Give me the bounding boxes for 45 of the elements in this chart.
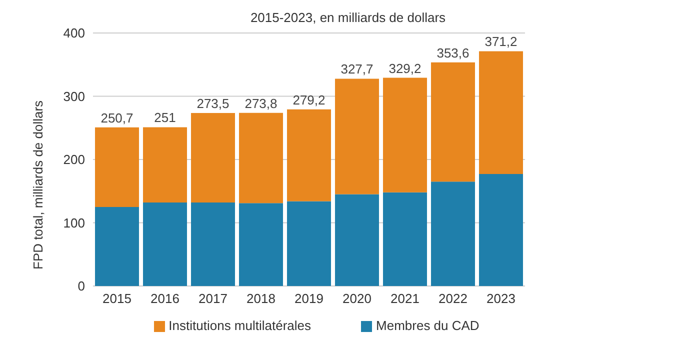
y-axis-title: FPD total, milliards de dollars — [30, 100, 46, 270]
x-tick-label: 2020 — [342, 291, 372, 306]
bar — [143, 127, 187, 203]
bar — [431, 62, 475, 182]
total-label: 251 — [154, 110, 176, 126]
legend-label: Membres du CAD — [376, 318, 480, 333]
total-label: 371,2 — [484, 34, 518, 50]
bar — [287, 201, 331, 286]
bar — [191, 202, 235, 286]
bar — [287, 109, 331, 202]
bar — [479, 51, 523, 174]
total-label: 329,2 — [388, 60, 422, 76]
bar — [191, 113, 235, 203]
bar — [479, 174, 523, 286]
x-tick-label: 2015 — [102, 291, 132, 306]
bar — [335, 194, 379, 286]
bar — [239, 203, 283, 286]
x-tick-label: 2016 — [150, 291, 180, 306]
total-label: 327,7 — [340, 62, 374, 77]
y-tick-label: 0 — [78, 278, 85, 294]
chart-title: 2015-2023, en milliards de dollars — [249, 10, 447, 25]
bar — [383, 78, 427, 192]
x-tick-label: 2022 — [438, 291, 468, 306]
x-tick-label: 2017 — [198, 291, 228, 306]
x-tick-label: 2021 — [390, 291, 420, 306]
legend-label: Institutions multilatérales — [168, 318, 312, 333]
y-tick-label: 100 — [63, 215, 85, 230]
y-tick-label: 200 — [63, 152, 85, 168]
total-label: 273,5 — [196, 96, 230, 112]
bar — [95, 127, 139, 207]
total-label: 250,7 — [100, 110, 134, 126]
x-tick-label: 2023 — [486, 291, 516, 306]
bar — [143, 202, 187, 286]
y-tick-label: 300 — [63, 88, 85, 104]
total-label: 353,6 — [436, 45, 470, 60]
bar — [239, 112, 283, 204]
bar — [335, 78, 379, 194]
x-tick-label: 2018 — [246, 291, 276, 306]
x-tick-label: 2019 — [294, 291, 324, 306]
bar — [95, 206, 139, 286]
total-label: 279,2 — [292, 92, 326, 108]
y-tick-label: 400 — [63, 26, 85, 41]
total-label: 273,8 — [244, 96, 278, 111]
bar — [383, 192, 427, 286]
bar — [431, 182, 475, 286]
